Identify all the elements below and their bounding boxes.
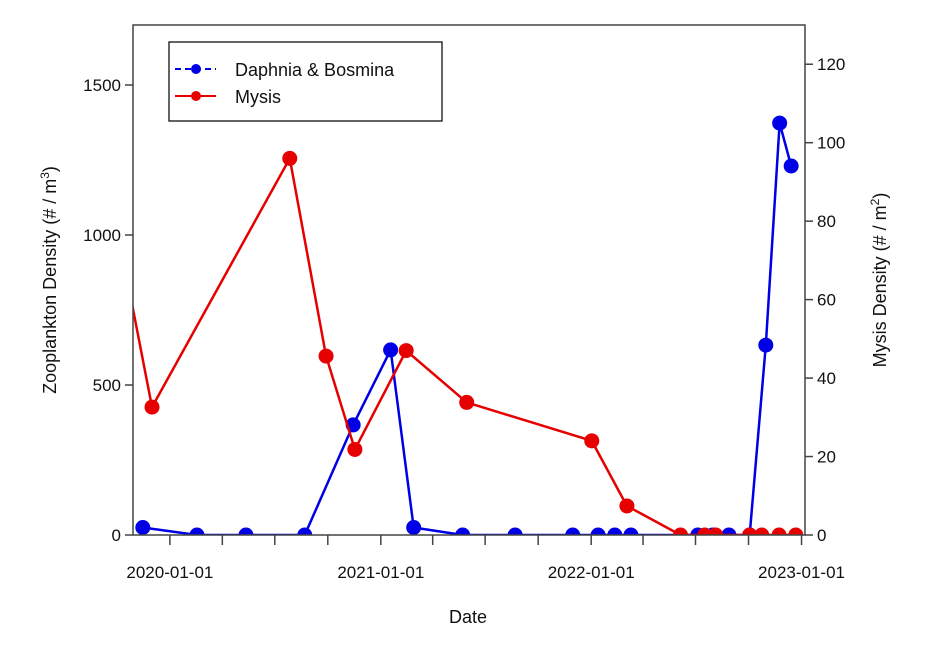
daphnia-point xyxy=(383,342,399,358)
daphnia-point xyxy=(590,527,606,535)
mysis-point xyxy=(144,399,160,415)
y-left-tick-label: 500 xyxy=(93,376,121,395)
legend: Daphnia & Bosmina Mysis xyxy=(168,41,443,122)
legend-label-daphnia: Daphnia & Bosmina xyxy=(235,60,395,80)
mysis-point xyxy=(459,394,475,410)
mysis-line xyxy=(133,154,796,535)
y-right-tick-label: 120 xyxy=(817,55,845,74)
mysis-point xyxy=(788,527,804,535)
daphnia-point xyxy=(297,527,313,535)
mysis-point xyxy=(584,433,600,449)
x-tick-label: 2022-01-01 xyxy=(548,563,635,582)
daphnia-point xyxy=(623,527,639,535)
mysis-point xyxy=(282,150,298,166)
daphnia-point xyxy=(565,527,581,535)
daphnia-point xyxy=(238,527,254,535)
mysis-point xyxy=(673,527,689,535)
x-tick-label: 2020-01-01 xyxy=(126,563,213,582)
x-axis-label: Date xyxy=(449,607,487,627)
y-right-tick-label: 60 xyxy=(817,291,836,310)
daphnia-point xyxy=(135,520,151,535)
plot-frame xyxy=(132,24,806,536)
mysis-point xyxy=(771,527,787,535)
x-tick-label: 2023-01-01 xyxy=(758,563,845,582)
mysis-point xyxy=(742,527,758,535)
mysis-point xyxy=(619,498,635,514)
mysis-point xyxy=(347,441,363,457)
legend-marker-mysis xyxy=(191,91,201,101)
mysis-point xyxy=(318,348,334,364)
y-axis-left-label: Zooplankton Density (# / m3) xyxy=(38,166,60,394)
y-left-tick-label: 1000 xyxy=(83,226,121,245)
y-right-tick-label: 40 xyxy=(817,369,836,388)
daphnia-point xyxy=(772,115,788,131)
y-left-tick-label: 1500 xyxy=(83,76,121,95)
mysis-point xyxy=(754,527,770,535)
y-right-tick-label: 80 xyxy=(817,212,836,231)
legend-marker-daphnia xyxy=(191,64,201,74)
y-right-tick-label: 20 xyxy=(817,448,836,467)
daphnia-point xyxy=(507,527,523,535)
daphnia-line xyxy=(142,122,793,535)
y-right-tick-label: 100 xyxy=(817,134,845,153)
y-axis-right-label: Mysis Density (# / m2) xyxy=(868,193,890,368)
daphnia-point xyxy=(455,527,471,535)
axes-layer: 2020-01-01 2021-01-01 2022-01-01 2023-01-01… xyxy=(83,55,845,582)
daphnia-point xyxy=(758,337,774,353)
daphnia-point xyxy=(406,520,422,535)
x-tick-label: 2021-01-01 xyxy=(337,563,424,582)
daphnia-point xyxy=(783,158,799,174)
legend-label-mysis: Mysis xyxy=(235,87,281,107)
daphnia-point xyxy=(721,527,737,535)
mysis-point xyxy=(708,527,724,535)
mysis-point xyxy=(398,343,414,359)
daphnia-point xyxy=(607,527,623,535)
y-left-tick-label: 0 xyxy=(112,526,121,545)
series-layer xyxy=(133,115,804,535)
daphnia-point xyxy=(189,527,205,535)
y-right-tick-label: 0 xyxy=(817,526,826,545)
legend-box xyxy=(168,41,443,122)
